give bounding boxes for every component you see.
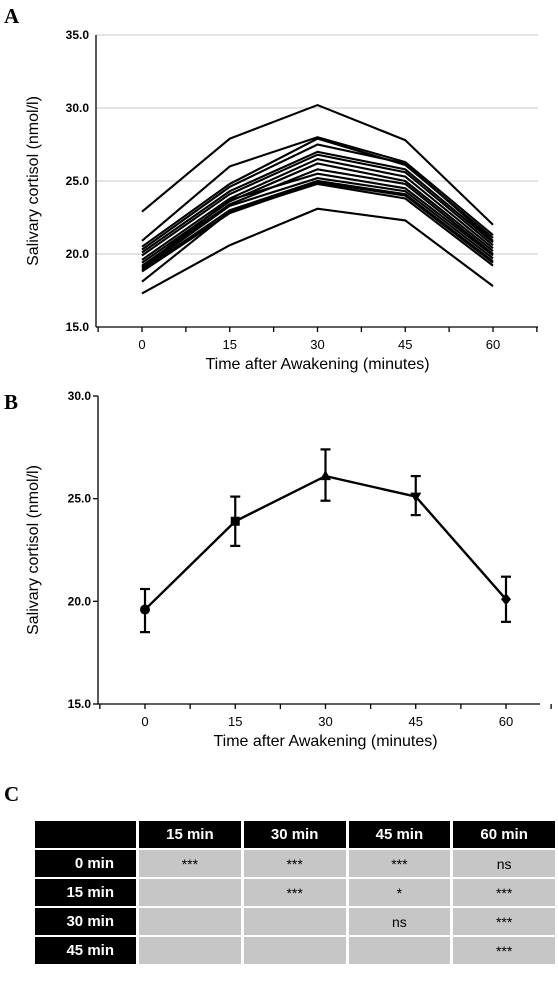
table-cell: *** [243,850,346,877]
x-tick-label: 0 [138,337,145,352]
x-tick-label: 30 [318,714,332,729]
series-line-10 [141,172,494,268]
y-axis-label: Salivary cortisol (nmol/l) [25,96,42,266]
x-tick-label: 0 [141,714,148,729]
y-tick-label: 20.0 [68,594,92,608]
table-header-cell: 45 min [348,821,451,848]
series-line-4 [141,143,494,251]
y-tick-label: 30.0 [68,389,92,403]
y-tick-label: 20.0 [66,247,90,261]
table-header-cell: 60 min [453,821,555,848]
table-cell: *** [453,879,555,906]
series-line-11 [141,177,494,270]
table-cell [139,937,241,964]
x-axis-label: Time after Awakening (minutes) [213,733,437,750]
table-header-cell: 30 min [243,821,346,848]
panel-label-a: A [4,4,20,28]
significance-table: 15 min 30 min 45 min 60 min 0 min *** **… [32,819,558,966]
table-row-header: 30 min [35,908,136,935]
table-cell: *** [453,937,555,964]
series-line-2 [141,136,494,242]
x-tick-label: 45 [409,714,423,729]
table-row: 0 min *** *** *** ns [35,850,555,877]
table-cell: *** [243,879,346,906]
x-tick-label: 30 [310,337,324,352]
series-line-15 [141,207,494,295]
table-cell [139,908,241,935]
series-line-1 [141,103,494,226]
series-line-9 [141,168,494,267]
y-tick-label: 25.0 [66,174,90,188]
series-line-6 [141,153,494,257]
x-tick-label: 15 [223,337,237,352]
table-cell: ns [453,850,555,877]
panel-label-b: B [4,390,19,414]
series-line-12 [141,179,494,271]
table-cell [139,879,241,906]
table-row: 45 min *** [35,937,555,964]
table-cell [348,937,451,964]
chart-b: 15.0 20.0 25.0 30.0 0 15 30 45 60 Time after Awak… [25,389,552,750]
series-line-7 [141,158,494,261]
y-tick-label: 25.0 [68,492,92,506]
table-header-row: 15 min 30 min 45 min 60 min [35,821,555,848]
y-tick-label: 30.0 [66,101,90,115]
table-cell: *** [453,908,555,935]
table-cell: ns [348,908,451,935]
x-tick-label: 60 [486,337,500,352]
series-line-14 [141,182,494,283]
table-row: 15 min *** * *** [35,879,555,906]
x-tick-label: 60 [499,714,513,729]
table-cell: *** [139,850,241,877]
series-line-5 [141,150,494,254]
chart-a: 15.0 20.0 25.0 30.0 35.0 0 15 30 45 60 Time after … [25,28,538,373]
table-row-header: 45 min [35,937,136,964]
table-cell: * [348,879,451,906]
table-row-header: 15 min [35,879,136,906]
table-row: 30 min ns *** [35,908,555,935]
table-cell: *** [348,850,451,877]
table-cell [243,908,346,935]
series-line-13 [141,181,494,273]
table-header-cell: 15 min [139,821,241,848]
table-row-header: 0 min [35,850,136,877]
y-axis-label: Salivary cortisol (nmol/l) [25,465,42,635]
y-tick-label: 15.0 [68,697,92,711]
y-tick-label: 35.0 [66,28,90,42]
data-point-triangle-up [320,470,331,481]
x-axis-label: Time after Awakening (minutes) [205,356,429,373]
data-point-triangle-down [410,492,422,503]
data-point-square [230,516,240,526]
y-tick-label: 15.0 [66,320,90,334]
data-point-diamond [501,593,511,606]
table-header-corner [35,821,136,848]
x-tick-label: 15 [228,714,242,729]
data-point-circle [140,604,150,615]
x-tick-label: 45 [398,337,412,352]
table-cell [243,937,346,964]
panel-label-c: C [4,782,20,806]
